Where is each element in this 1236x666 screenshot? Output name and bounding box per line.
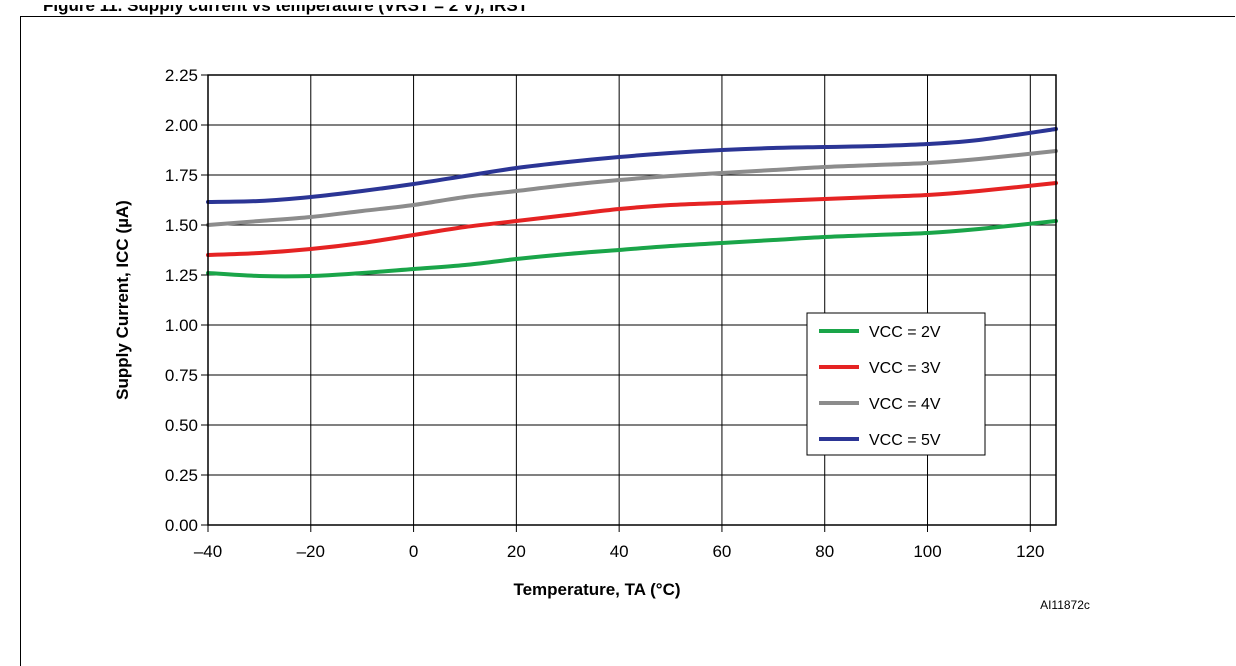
x-tick-label: 0	[409, 542, 418, 561]
x-tick-label: –40	[194, 542, 222, 561]
x-tick-label: 40	[610, 542, 629, 561]
series-line-4	[206, 127, 1058, 204]
y-tick-label: 1.00	[165, 316, 198, 335]
legend: VCC = 2V VCC = 3V VCC = 4V VCC = 5V	[806, 312, 986, 456]
x-tick-label: 120	[1016, 542, 1044, 561]
y-tick-label: 2.00	[165, 116, 198, 135]
figure-caption: Figure 11. Supply current vs temperature…	[43, 5, 529, 15]
y-axis-title: Supply Current, ICC (µA)	[113, 200, 132, 400]
x-tick-label: 100	[913, 542, 941, 561]
x-tick-label: 20	[507, 542, 526, 561]
y-tick-label: 2.25	[165, 66, 198, 85]
series-line-2	[206, 181, 1058, 257]
legend-label: VCC = 3V	[869, 360, 941, 377]
x-axis-title: Temperature, TA (°C)	[513, 580, 680, 599]
legend-label: VCC = 4V	[869, 396, 941, 413]
y-tick-label: 0.00	[165, 516, 198, 535]
series-lines	[206, 127, 1058, 279]
legend-label: VCC = 5V	[869, 432, 941, 449]
x-tick-label: 80	[815, 542, 834, 561]
x-tick-label: –20	[297, 542, 325, 561]
y-tick-label: 0.75	[165, 366, 198, 385]
y-tick-label: 1.75	[165, 166, 198, 185]
plot-area-border	[207, 74, 1057, 526]
legend-label: VCC = 2V	[869, 324, 941, 341]
axis-ticks: –40 –20 0 20 40 60 80 100 120 0.00 0.25 0.50 0.75 1.0…	[165, 66, 1045, 561]
x-tick-label: 60	[712, 542, 731, 561]
y-tick-label: 0.25	[165, 466, 198, 485]
y-tick-label: 0.50	[165, 416, 198, 435]
series-line-3	[206, 149, 1058, 227]
series-line-1	[206, 219, 1058, 279]
legend-box	[806, 312, 986, 456]
y-tick-label: 1.25	[165, 266, 198, 285]
y-tick-label: 1.50	[165, 216, 198, 235]
document-id: AI11872c	[1040, 598, 1090, 612]
figure-frame: Figure 11. Supply current vs temperature…	[20, 5, 1235, 666]
